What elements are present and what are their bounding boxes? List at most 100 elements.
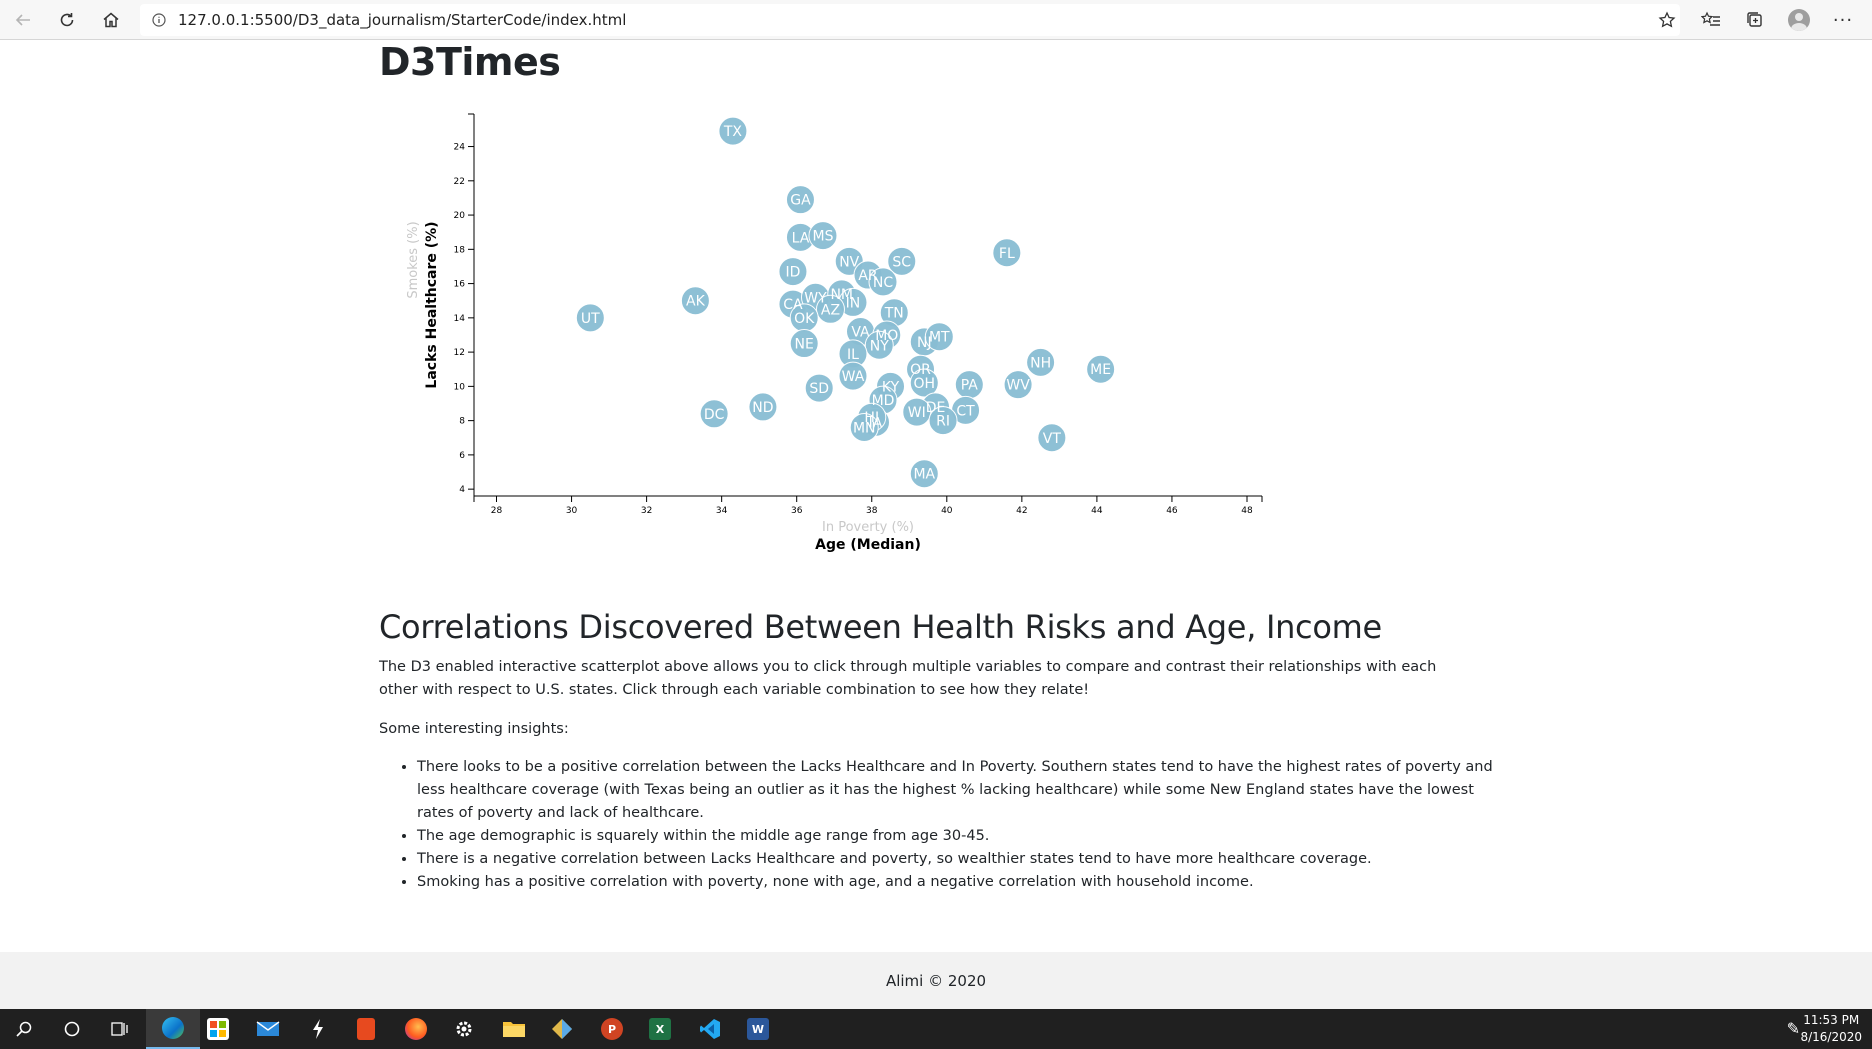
list-item: There is a negative correlation between … (417, 848, 1497, 871)
x-tick-label: 40 (941, 506, 953, 516)
data-point-label: NM (830, 287, 853, 303)
data-point-label: WI (908, 405, 926, 421)
data-point (864, 330, 894, 360)
data-point-label: SD (809, 381, 829, 397)
data-point (868, 267, 898, 297)
data-point (718, 116, 748, 146)
x-tick-label: 32 (641, 506, 652, 516)
y-axis-label-inactive[interactable]: Smokes (%) (406, 221, 421, 298)
data-point-label: AK (686, 294, 706, 310)
data-point-label: WV (1006, 378, 1030, 394)
x-axis-label-inactive: In Poverty (%) (822, 520, 914, 535)
data-point-label: TN (884, 306, 904, 322)
data-point-label: CT (956, 403, 975, 419)
settings-icon[interactable] (440, 1009, 488, 1049)
clock-time: 11:53 PM (1803, 1013, 1860, 1027)
data-point (849, 412, 879, 442)
pen-icon[interactable]: ✎ (1786, 1019, 1800, 1038)
home-icon[interactable] (96, 5, 126, 35)
x-tick-label: 30 (566, 506, 578, 516)
y-axis-label-active[interactable]: Lacks Healthcare (%) (424, 221, 440, 388)
excel-icon[interactable]: X (636, 1009, 684, 1049)
star-icon[interactable] (1652, 5, 1682, 35)
footer: Alimi © 2020 (0, 952, 1872, 1009)
store-icon[interactable] (194, 1009, 242, 1049)
data-point-label: MA (913, 467, 935, 483)
data-point-label: NV (839, 254, 859, 270)
data-point (680, 286, 710, 316)
url-text[interactable]: 127.0.0.1:5500/D3_data_journalism/Starte… (178, 11, 627, 29)
data-point-label: UT (581, 311, 600, 327)
data-point (575, 303, 605, 333)
x-tick-label: 46 (1166, 506, 1178, 516)
x-axis-label-active: Age (Median) (815, 537, 921, 553)
powerpoint-icon[interactable]: P (588, 1009, 636, 1049)
address-bar[interactable]: 127.0.0.1:5500/D3_data_journalism/Starte… (140, 4, 1680, 36)
list-item: The age demographic is squarely within t… (417, 825, 1497, 848)
data-point (699, 399, 729, 429)
data-point-label: PA (961, 378, 979, 394)
data-point (992, 238, 1022, 268)
file-explorer-icon[interactable] (490, 1009, 538, 1049)
firefox-icon[interactable] (392, 1009, 440, 1049)
data-point-label: NC (873, 275, 893, 291)
y-tick-label: 10 (454, 382, 466, 392)
task-view-icon[interactable] (96, 1009, 144, 1049)
y-tick-label: 22 (454, 177, 465, 187)
taskbar-clock[interactable]: 11:53 PM 8/16/2020 (1800, 1012, 1862, 1046)
data-point (838, 361, 868, 391)
y-tick-label: 24 (454, 143, 466, 153)
data-point-label: IA (869, 415, 883, 431)
search-icon[interactable] (0, 1009, 48, 1049)
data-point-label: KY (882, 379, 900, 395)
data-point-label: MD (872, 393, 895, 409)
footer-text: Alimi © 2020 (885, 971, 987, 990)
scatter-chart: 28 30 32 34 36 38 40 42 44 46 48468101214161820222… (406, 113, 1263, 553)
refresh-icon[interactable] (52, 5, 82, 35)
data-point (928, 406, 958, 436)
word-icon[interactable]: W (734, 1009, 782, 1049)
y-tick-label: 20 (454, 211, 466, 221)
data-point (804, 373, 834, 403)
x-tick-label: 38 (866, 506, 878, 516)
cortana-icon[interactable] (48, 1009, 96, 1049)
vscode-icon[interactable] (686, 1009, 734, 1049)
more-icon[interactable]: ··· (1832, 9, 1854, 31)
insights-list: There looks to be a positive correlation… (379, 756, 1497, 894)
data-point-label: DC (704, 407, 725, 423)
mail-icon[interactable] (244, 1009, 292, 1049)
x-tick-label: 28 (491, 506, 503, 516)
y-tick-label: 16 (454, 280, 466, 290)
y-tick-label: 4 (459, 485, 465, 495)
data-point-label: HI (864, 410, 879, 426)
page-title: D3Times (379, 40, 561, 84)
data-point-label: FL (999, 246, 1015, 262)
data-point (1003, 370, 1033, 400)
data-point (1086, 354, 1116, 384)
data-point (1037, 423, 1067, 453)
git-icon[interactable] (538, 1009, 586, 1049)
data-point (909, 368, 939, 398)
office-icon[interactable] (342, 1009, 390, 1049)
back-arrow-icon[interactable] (8, 5, 38, 35)
lightning-icon[interactable] (294, 1009, 342, 1049)
data-point-label: WA (842, 369, 865, 385)
data-point-label: TX (723, 124, 743, 140)
collections-icon[interactable] (1740, 5, 1770, 35)
data-point (748, 392, 778, 422)
data-point-label: LA (792, 230, 810, 246)
section-heading: Correlations Discovered Between Health R… (379, 608, 1382, 646)
data-point-label: MS (812, 229, 833, 245)
info-icon[interactable] (144, 5, 174, 35)
data-point (789, 329, 819, 359)
edge-icon[interactable] (146, 1009, 200, 1049)
data-point-label: VA (851, 325, 870, 341)
x-tick-label: 36 (791, 506, 803, 516)
data-point-label: AZ (821, 302, 840, 318)
y-tick-label: 8 (459, 417, 465, 427)
data-point-label: CA (783, 297, 803, 313)
favorites-icon[interactable] (1696, 5, 1726, 35)
profile-icon[interactable] (1784, 5, 1814, 35)
data-point-label: ME (1090, 362, 1111, 378)
data-point-label: OK (794, 311, 815, 327)
